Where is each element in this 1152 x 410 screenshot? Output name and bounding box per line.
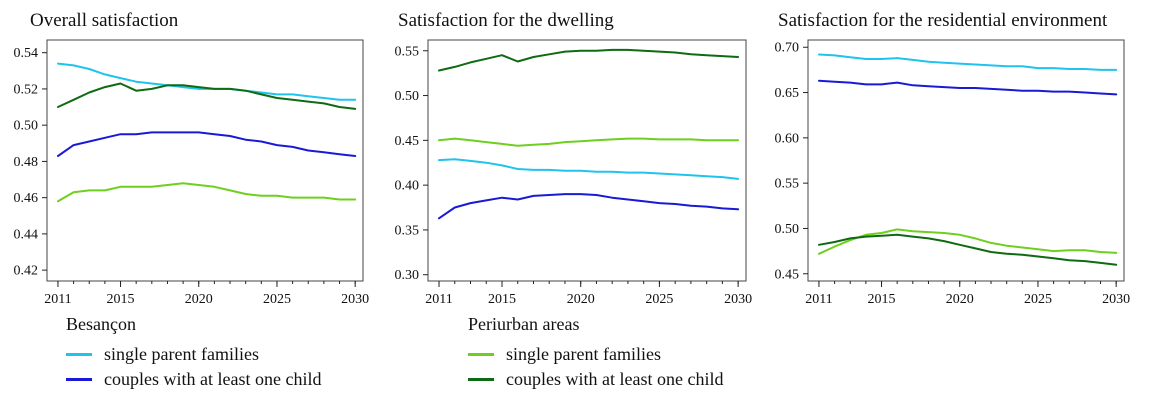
plot-frame xyxy=(427,39,747,282)
y-tick-label: 0.50 xyxy=(775,222,800,237)
x-tick-label: 2030 xyxy=(341,292,369,307)
x-tick-label: 2015 xyxy=(488,292,516,307)
y-tick-label: 0.70 xyxy=(775,41,800,56)
series-line-besancon-single xyxy=(818,53,1118,71)
legend-item: single parent families xyxy=(468,344,661,365)
y-tick-label: 0.45 xyxy=(395,134,420,149)
chart-title: Overall satisfaction xyxy=(30,10,179,31)
series-line-periurban-couples xyxy=(57,82,357,110)
y-tick-label: 0.44 xyxy=(14,227,39,242)
legend-label: couples with at least one child xyxy=(104,369,322,389)
chart-title: Satisfaction for the dwelling xyxy=(398,10,614,31)
legend-item: couples with at least one child xyxy=(468,369,723,390)
series-line-periurban-couples xyxy=(438,48,740,72)
x-tick-label: 2020 xyxy=(185,292,213,307)
y-tick-label: 0.50 xyxy=(395,89,420,104)
legend-group-title: Besançon xyxy=(66,314,136,334)
chart-panel-3: Satisfaction for the residential environ… xyxy=(775,10,1131,307)
x-tick-label: 2030 xyxy=(1102,292,1130,307)
series-line-periurban-single xyxy=(57,182,357,203)
y-tick-label: 0.52 xyxy=(14,82,39,97)
series-line-besancon-couples xyxy=(438,193,740,220)
plot-frame xyxy=(807,39,1125,282)
legend-swatch xyxy=(468,353,494,356)
plot-frame xyxy=(46,39,364,282)
legend-label: couples with at least one child xyxy=(506,369,724,389)
x-tick-label: 2015 xyxy=(868,292,896,307)
series-line-periurban-couples xyxy=(818,233,1118,266)
series-line-besancon-couples xyxy=(818,79,1118,96)
x-tick-label: 2030 xyxy=(724,292,752,307)
legend-label: single parent families xyxy=(506,344,661,364)
chart-panel-1: Overall satisfaction 0.42 0.44 0.46 0.48 0.50… xyxy=(14,10,370,307)
x-tick-label: 2011 xyxy=(44,292,71,307)
x-tick-label: 2025 xyxy=(1024,292,1052,307)
x-tick-label: 2025 xyxy=(645,292,673,307)
x-tick-label: 2020 xyxy=(946,292,974,307)
legend-item: couples with at least one child xyxy=(66,369,321,390)
legend-swatch xyxy=(66,353,92,356)
y-tick-label: 0.54 xyxy=(14,46,39,61)
chart-title: Satisfaction for the residential environ… xyxy=(778,10,1108,31)
y-tick-label: 0.50 xyxy=(14,119,39,134)
x-tick-label: 2020 xyxy=(567,292,595,307)
y-tick-label: 0.48 xyxy=(14,155,39,170)
legend-group-title: Periurban areas xyxy=(468,314,580,334)
x-tick-label: 2025 xyxy=(263,292,291,307)
chart-panel-2: Satisfaction for the dwelling 0.30 0.35 0.4… xyxy=(395,10,753,307)
series-line-periurban-single xyxy=(818,228,1118,255)
x-tick-label: 2011 xyxy=(425,292,452,307)
series-line-besancon-single xyxy=(57,62,357,101)
legend-swatch xyxy=(468,378,494,381)
y-tick-label: 0.30 xyxy=(395,268,420,283)
series-line-besancon-single xyxy=(438,158,740,180)
legend-item: single parent families xyxy=(66,344,259,365)
y-tick-label: 0.65 xyxy=(775,86,800,101)
y-tick-label: 0.40 xyxy=(395,179,420,194)
series-line-besancon-couples xyxy=(57,131,357,157)
y-tick-label: 0.35 xyxy=(395,223,420,238)
y-tick-label: 0.55 xyxy=(775,177,800,192)
series-line-periurban-single xyxy=(438,137,740,147)
y-tick-label: 0.55 xyxy=(395,44,420,59)
y-tick-label: 0.42 xyxy=(14,264,39,279)
x-tick-label: 2011 xyxy=(805,292,832,307)
legend-swatch xyxy=(66,378,92,381)
y-tick-label: 0.60 xyxy=(775,131,800,146)
y-tick-label: 0.45 xyxy=(775,267,800,282)
legend-label: single parent families xyxy=(104,344,259,364)
x-tick-label: 2015 xyxy=(107,292,135,307)
y-tick-label: 0.46 xyxy=(14,191,39,206)
